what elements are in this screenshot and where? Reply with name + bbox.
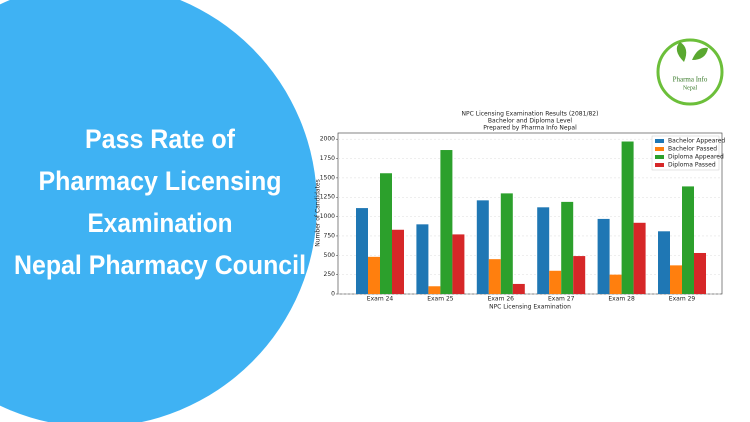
logo-text: Nepal — [683, 85, 698, 91]
bar — [356, 208, 368, 294]
bar — [368, 256, 380, 294]
bar — [476, 200, 489, 294]
legend-label: Bachelor Passed — [668, 146, 717, 153]
legend-swatch — [655, 155, 664, 159]
headline: Nepal Pharmacy Council — [14, 250, 306, 280]
y-tick-label: 1250 — [320, 194, 335, 201]
legend-label: Bachelor Appeared — [668, 138, 725, 145]
y-tick-label: 500 — [324, 252, 336, 259]
x-tick-label: Exam 24 — [367, 296, 394, 303]
bar — [573, 256, 586, 294]
x-tick-label: Exam 25 — [427, 296, 454, 303]
bar — [609, 274, 622, 294]
bar — [537, 207, 550, 294]
legend-label: Diploma Appeared — [668, 154, 724, 161]
bar — [670, 265, 682, 294]
bar — [633, 222, 646, 294]
y-tick-label: 1750 — [320, 155, 335, 162]
headline: Pharmacy Licensing — [39, 166, 282, 196]
x-tick-label: Exam 26 — [488, 296, 515, 303]
bar — [440, 150, 453, 294]
x-tick-label: Exam 29 — [669, 296, 696, 303]
bar — [452, 234, 465, 294]
x-axis-label: NPC Licensing Examination — [489, 304, 571, 311]
logo-leaf — [676, 42, 708, 62]
legend-label: Diploma Passed — [668, 162, 716, 169]
headline: Examination — [88, 208, 233, 238]
bar — [500, 193, 513, 294]
bar — [380, 173, 392, 294]
bar — [694, 252, 706, 294]
chart-subtitle: Bachelor and Diploma Level — [488, 118, 573, 125]
chart-title: NPC Licensing Examination Results (2081/… — [462, 111, 599, 118]
chart-credit: Prepared by Pharma Info Nepal — [483, 125, 577, 132]
blue-circle — [0, 0, 317, 422]
headline: Pass Rate of — [85, 124, 236, 154]
y-tick-label: 2000 — [320, 136, 335, 143]
logo — [656, 38, 724, 106]
y-tick-label: 1500 — [320, 174, 335, 181]
y-tick-label: 0 — [331, 291, 335, 298]
bar — [621, 141, 634, 294]
legend-swatch — [655, 147, 664, 151]
bar — [512, 283, 525, 294]
bar — [682, 186, 694, 294]
y-tick-label: 750 — [324, 232, 336, 239]
y-tick-label: 1000 — [320, 213, 335, 220]
legend-swatch — [655, 139, 664, 143]
bar — [488, 259, 501, 294]
bar — [561, 201, 574, 294]
bar — [658, 231, 670, 294]
bar — [416, 224, 429, 294]
x-tick-label: Exam 27 — [548, 296, 575, 303]
y-tick-label: 250 — [324, 271, 336, 278]
bar — [392, 229, 404, 294]
bar — [549, 270, 562, 294]
bar — [428, 286, 441, 294]
logo-text: Pharma Info — [673, 76, 708, 84]
legend-swatch — [655, 163, 664, 167]
y-axis-label: Number of Candidates — [315, 179, 322, 247]
x-tick-label: Exam 28 — [608, 296, 635, 303]
bar — [597, 218, 610, 294]
